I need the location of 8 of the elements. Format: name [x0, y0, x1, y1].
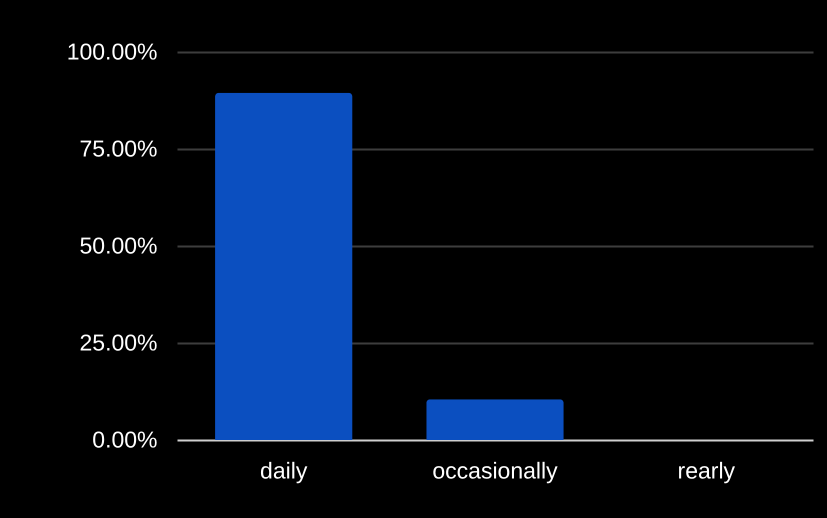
y-tick-label: 0.00% — [92, 426, 158, 452]
x-tick-label: rearly — [678, 458, 736, 484]
x-tick-label: occasionally — [432, 458, 558, 484]
y-tick-label: 75.00% — [79, 136, 158, 162]
x-tick-label: daily — [260, 458, 308, 484]
y-tick-label: 100.00% — [66, 38, 158, 64]
y-tick-label: 50.00% — [79, 232, 158, 258]
y-tick-label: 25.00% — [79, 330, 158, 356]
